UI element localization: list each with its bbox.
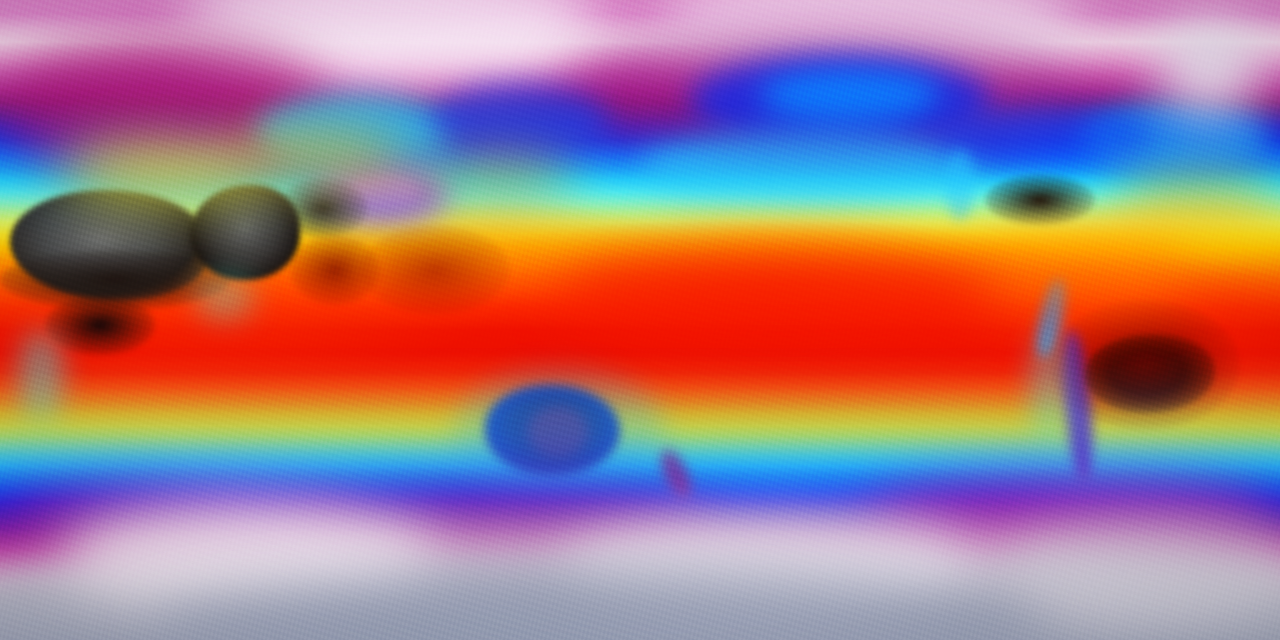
feature-canada-cold-tongue: [935, 105, 1155, 165]
feature-se-asia-warm: [360, 225, 510, 315]
feature-greenland-ice: [1155, 18, 1265, 116]
feature-equatorial-pacific-warm: [560, 240, 1000, 350]
feature-australia-cold-core: [528, 408, 588, 456]
feature-benguela-upwelling: [18, 330, 64, 420]
feature-north-pacific-cyan: [640, 130, 980, 200]
feature-somali-upwelling: [195, 275, 255, 320]
feature-central-asia-warm: [225, 130, 415, 185]
feature-australia-coast-cyan: [455, 370, 665, 490]
feature-subtropical-north-cyan-band: [0, 150, 720, 210]
feature-humboldt-upwelling: [1030, 330, 1070, 440]
feature-subtropical-south-cyan-band: [0, 405, 1280, 475]
feature-siberia-cold-pool-core: [760, 70, 940, 120]
feature-southern-africa-hot: [45, 295, 155, 355]
feature-north-atlantic-warm-tongue: [1110, 175, 1280, 235]
feature-rockies-cold: [945, 150, 975, 220]
feature-amazon-dark-red: [1050, 300, 1240, 430]
feature-iran-hot: [278, 178, 368, 238]
feature-ne-asia-warm: [410, 150, 580, 200]
feature-nw-pacific-cold: [430, 85, 610, 155]
feature-usa-hot: [985, 175, 1095, 225]
feature-antarctic-dome-far-east: [990, 520, 1280, 625]
